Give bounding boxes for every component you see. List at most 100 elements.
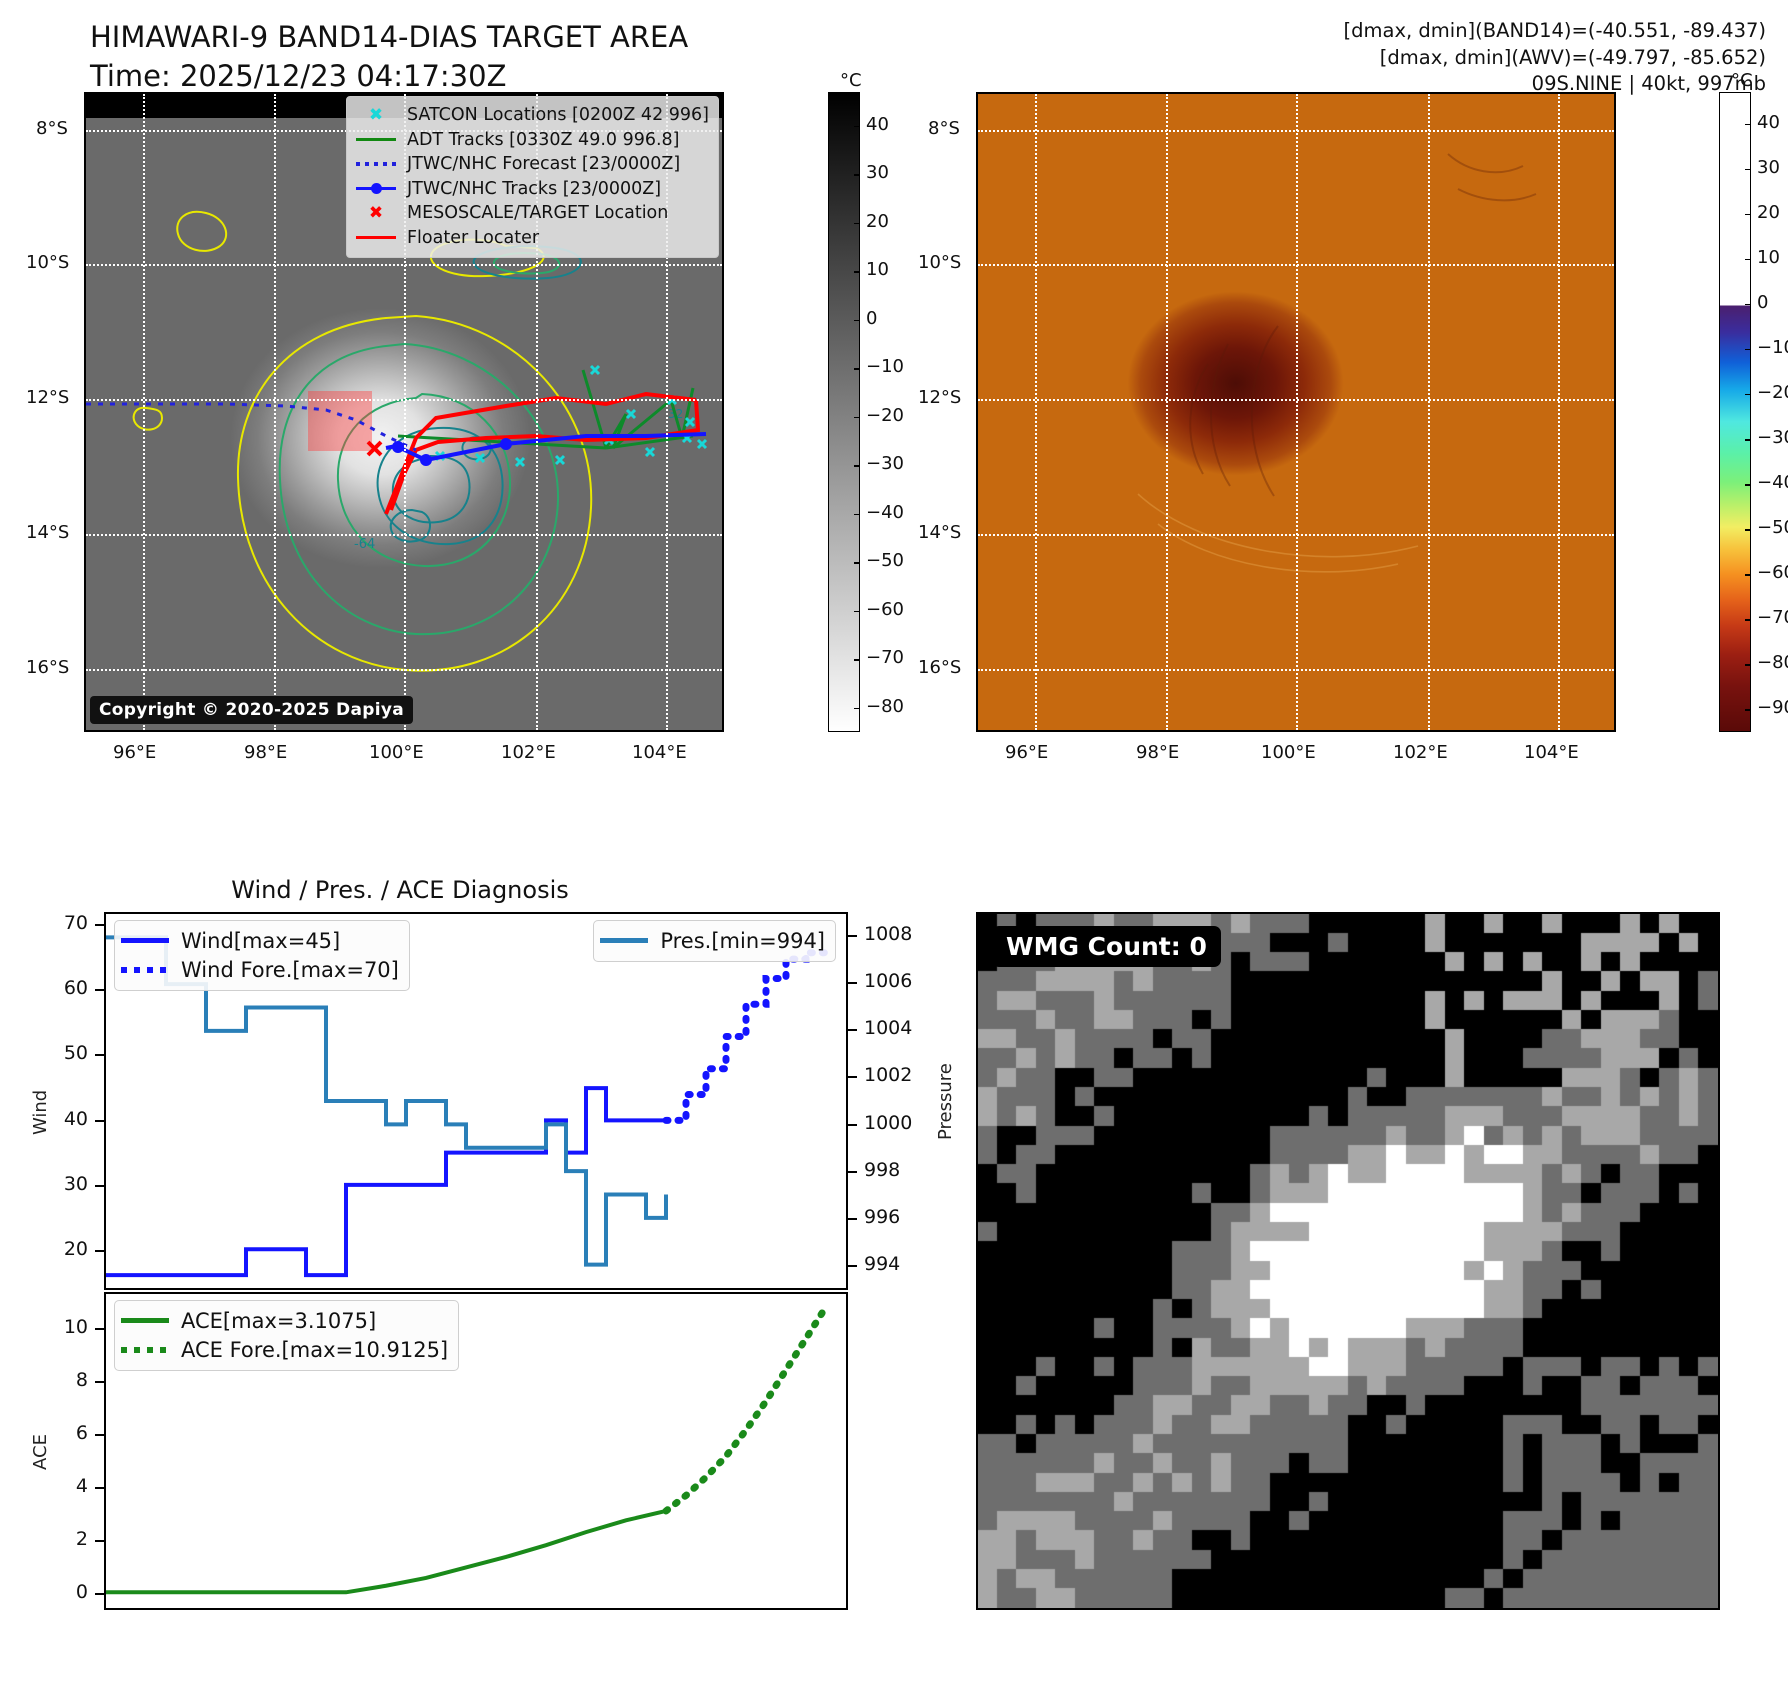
colorbar-tick-mark bbox=[1745, 439, 1751, 441]
colorbar-tick-mark bbox=[854, 707, 860, 710]
header-stats: [dmax, dmin](BAND14)=(-40.551, -89.437) [… bbox=[1344, 18, 1766, 98]
axis-tick-mark bbox=[95, 1249, 104, 1252]
wind-chart-legend[interactable]: Wind[max=45] Wind Fore.[max=70] bbox=[114, 920, 410, 991]
awv-lon-tick: 98°E bbox=[1136, 742, 1180, 763]
colorbar-tick-label: 30 bbox=[1757, 156, 1780, 178]
adt-line-icon bbox=[354, 138, 398, 142]
colorbar-tick-mark bbox=[854, 222, 860, 225]
axis-tick-mark bbox=[848, 1218, 857, 1221]
colorbar-tick-mark bbox=[854, 513, 860, 516]
ace-forecast-dotted-icon bbox=[121, 1346, 173, 1353]
colorbar-tick-mark bbox=[1745, 213, 1751, 216]
colorbar-tick-label: −40 bbox=[1757, 472, 1788, 494]
series-pres--min----- bbox=[106, 935, 668, 1267]
wmg-count-badge: WMG Count: 0 bbox=[992, 926, 1221, 967]
wind-pressure-chart[interactable]: Wind[max=45] Wind Fore.[max=70] Pres.[mi… bbox=[104, 912, 848, 1290]
awv-lon-tick: 104°E bbox=[1524, 742, 1579, 763]
legend-label: JTWC/NHC Tracks [23/0000Z] bbox=[406, 178, 662, 199]
pressure-chart-legend[interactable]: Pres.[min=994] bbox=[593, 920, 836, 962]
colorbar-tick-mark bbox=[854, 125, 860, 128]
legend-item-mesoscale-target[interactable]: ✖ MESOSCALE/TARGET Location bbox=[354, 201, 709, 226]
awv-lon-tick: 102°E bbox=[1393, 742, 1448, 763]
legend-item-floater-locater[interactable]: Floater Locater bbox=[354, 226, 709, 251]
awv-colorbar bbox=[1719, 92, 1751, 732]
colorbar-tick-label: −80 bbox=[1757, 652, 1788, 674]
axis-tick-label: 1004 bbox=[864, 1017, 913, 1040]
ace-plot bbox=[106, 1303, 830, 1595]
legend-item-jtwc-tracks[interactable]: JTWC/NHC Tracks [23/0000Z] bbox=[354, 177, 709, 202]
legend-item-wind[interactable]: Wind[max=45] bbox=[121, 926, 399, 955]
awv-lat-tick: 10°S bbox=[918, 252, 962, 273]
ir-map-legend[interactable]: ✖ SATCON Locations [0200Z 42 996] ADT Tr… bbox=[345, 96, 719, 258]
legend-item-jtwc-forecast[interactable]: JTWC/NHC Forecast [23/0000Z] bbox=[354, 152, 709, 177]
axis-tick-mark bbox=[848, 1170, 857, 1173]
wmg-cloud-cluster-panel[interactable]: WMG Count: 0 bbox=[976, 912, 1720, 1610]
colorbar-tick-label: −70 bbox=[1757, 607, 1788, 629]
colorbar-tick-label: −20 bbox=[1757, 381, 1788, 403]
axis-tick-label: 50 bbox=[63, 1042, 88, 1065]
axis-tick-label: 996 bbox=[864, 1206, 901, 1229]
axis-tick-mark bbox=[95, 1434, 104, 1437]
wind-line-icon bbox=[121, 938, 173, 943]
colorbar-tick-label: −30 bbox=[1757, 427, 1788, 449]
title-line: HIMAWARI-9 BAND14-DIAS TARGET AREA bbox=[90, 20, 689, 54]
colorbar-tick-mark bbox=[854, 610, 860, 613]
awv-range: [dmax, dmin](AWV)=(-49.797, -85.652) bbox=[1379, 45, 1766, 69]
legend-item-satcon[interactable]: ✖ SATCON Locations [0200Z 42 996] bbox=[354, 103, 709, 128]
colorbar-tick-label: −30 bbox=[866, 453, 904, 475]
axis-tick-label: 994 bbox=[864, 1253, 901, 1276]
colorbar-tick-mark bbox=[854, 368, 860, 370]
ir-contour-overlay: -64 32 bbox=[132, 210, 683, 672]
colorbar-tick-label: 40 bbox=[1757, 111, 1780, 133]
series-ace-fore--max--------- bbox=[662, 1303, 830, 1515]
ir-colorbar-unit: °C bbox=[840, 70, 862, 91]
awv-colorbar-unit: °C bbox=[1731, 70, 1753, 91]
colorbar-tick-mark bbox=[1745, 619, 1751, 621]
wind-forecast-dotted-icon bbox=[121, 966, 173, 973]
legend-item-ace[interactable]: ACE[max=3.1075] bbox=[121, 1306, 448, 1335]
legend-label: JTWC/NHC Forecast [23/0000Z] bbox=[406, 154, 681, 175]
legend-item-wind-forecast[interactable]: Wind Fore.[max=70] bbox=[121, 955, 399, 984]
axis-tick-mark bbox=[95, 989, 104, 992]
colorbar-tick-label: −50 bbox=[866, 550, 904, 572]
axis-tick-label: 1006 bbox=[864, 969, 913, 992]
page-title: HIMAWARI-9 BAND14-DIAS TARGET AREA Time: … bbox=[90, 18, 688, 96]
band14-range: [dmax, dmin](BAND14)=(-40.551, -89.437) bbox=[1343, 19, 1766, 42]
legend-item-pressure[interactable]: Pres.[min=994] bbox=[600, 926, 825, 955]
target-marker-icon: ✖ bbox=[368, 202, 384, 223]
axis-tick-label: 0 bbox=[75, 1581, 88, 1604]
colorbar-tick-label: −80 bbox=[866, 695, 904, 717]
colorbar-tick-label: 10 bbox=[866, 259, 889, 281]
ir-lat-tick: 8°S bbox=[36, 118, 68, 139]
forecast-dotted-line-icon bbox=[354, 162, 398, 167]
colorbar-tick-mark bbox=[1745, 303, 1751, 306]
legend-item-adt-tracks[interactable]: ADT Tracks [0330Z 49.0 996.8] bbox=[354, 128, 709, 153]
axis-tick-mark bbox=[95, 1381, 104, 1384]
axis-tick-label: 10 bbox=[63, 1316, 88, 1339]
series-wind-fore--max---- bbox=[662, 949, 830, 1124]
legend-label: ACE[max=3.1075] bbox=[181, 1308, 377, 1333]
axis-tick-mark bbox=[848, 1123, 857, 1126]
colorbar-tick-label: 0 bbox=[866, 307, 878, 329]
colorbar-tick-mark bbox=[854, 271, 860, 273]
awv-lat-tick: 14°S bbox=[918, 522, 962, 543]
ace-chart-legend[interactable]: ACE[max=3.1075] ACE Fore.[max=10.9125] bbox=[114, 1300, 460, 1371]
water-vapor-satellite-map[interactable] bbox=[976, 92, 1616, 732]
ace-chart[interactable]: ACE[max=3.1075] ACE Fore.[max=10.9125] bbox=[104, 1292, 848, 1610]
axis-tick-label: 1008 bbox=[864, 922, 913, 945]
colorbar-tick-label: 40 bbox=[866, 113, 889, 135]
colorbar-tick-label: −40 bbox=[866, 501, 904, 523]
axis-tick-mark bbox=[848, 1029, 857, 1032]
legend-item-ace-forecast[interactable]: ACE Fore.[max=10.9125] bbox=[121, 1335, 448, 1364]
copyright-badge: Copyright © 2020-2025 Dapiya bbox=[90, 696, 413, 724]
colorbar-tick-mark bbox=[1745, 574, 1751, 576]
awv-lon-tick: 100°E bbox=[1261, 742, 1316, 763]
colorbar-tick-label: 20 bbox=[866, 210, 889, 232]
ir-lon-tick: 100°E bbox=[369, 742, 424, 763]
colorbar-tick-mark bbox=[854, 465, 860, 467]
colorbar-tick-label: 30 bbox=[866, 162, 889, 184]
ir-lat-tick: 10°S bbox=[26, 252, 70, 273]
infrared-satellite-map[interactable]: -64 32 bbox=[84, 92, 724, 732]
axis-tick-mark bbox=[848, 981, 857, 984]
axis-tick-mark bbox=[95, 1593, 104, 1596]
